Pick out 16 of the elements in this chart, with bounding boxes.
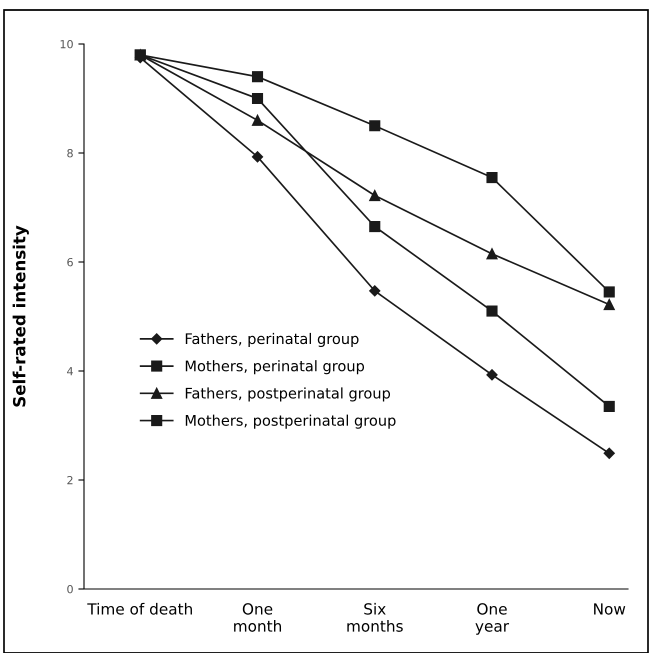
legend-label: Fathers, perinatal group — [186, 332, 359, 348]
x-tick-label: One month — [234, 603, 282, 632]
y-tick-label: 2 — [67, 476, 72, 484]
y-tick-label: 8 — [67, 148, 73, 158]
y-tick-label: 6 — [67, 258, 73, 266]
x-tick-label: Six months — [347, 602, 403, 632]
x-tick-label: Time of death — [87, 602, 192, 615]
y-axis-title: Self-rated intensity — [12, 226, 29, 407]
legend-label: Mothers, postperinatal group — [186, 414, 396, 429]
y-tick-label: 4 — [67, 367, 73, 376]
y-tick-label: 0 — [67, 584, 73, 594]
x-tick-label: One year — [475, 603, 510, 635]
y-tick-label: 10 — [60, 40, 73, 48]
legend-label: Fathers, postperinatal group — [186, 387, 390, 402]
x-tick-label: Now — [594, 603, 626, 615]
legend-label: Mothers, perinatal group — [186, 360, 364, 374]
